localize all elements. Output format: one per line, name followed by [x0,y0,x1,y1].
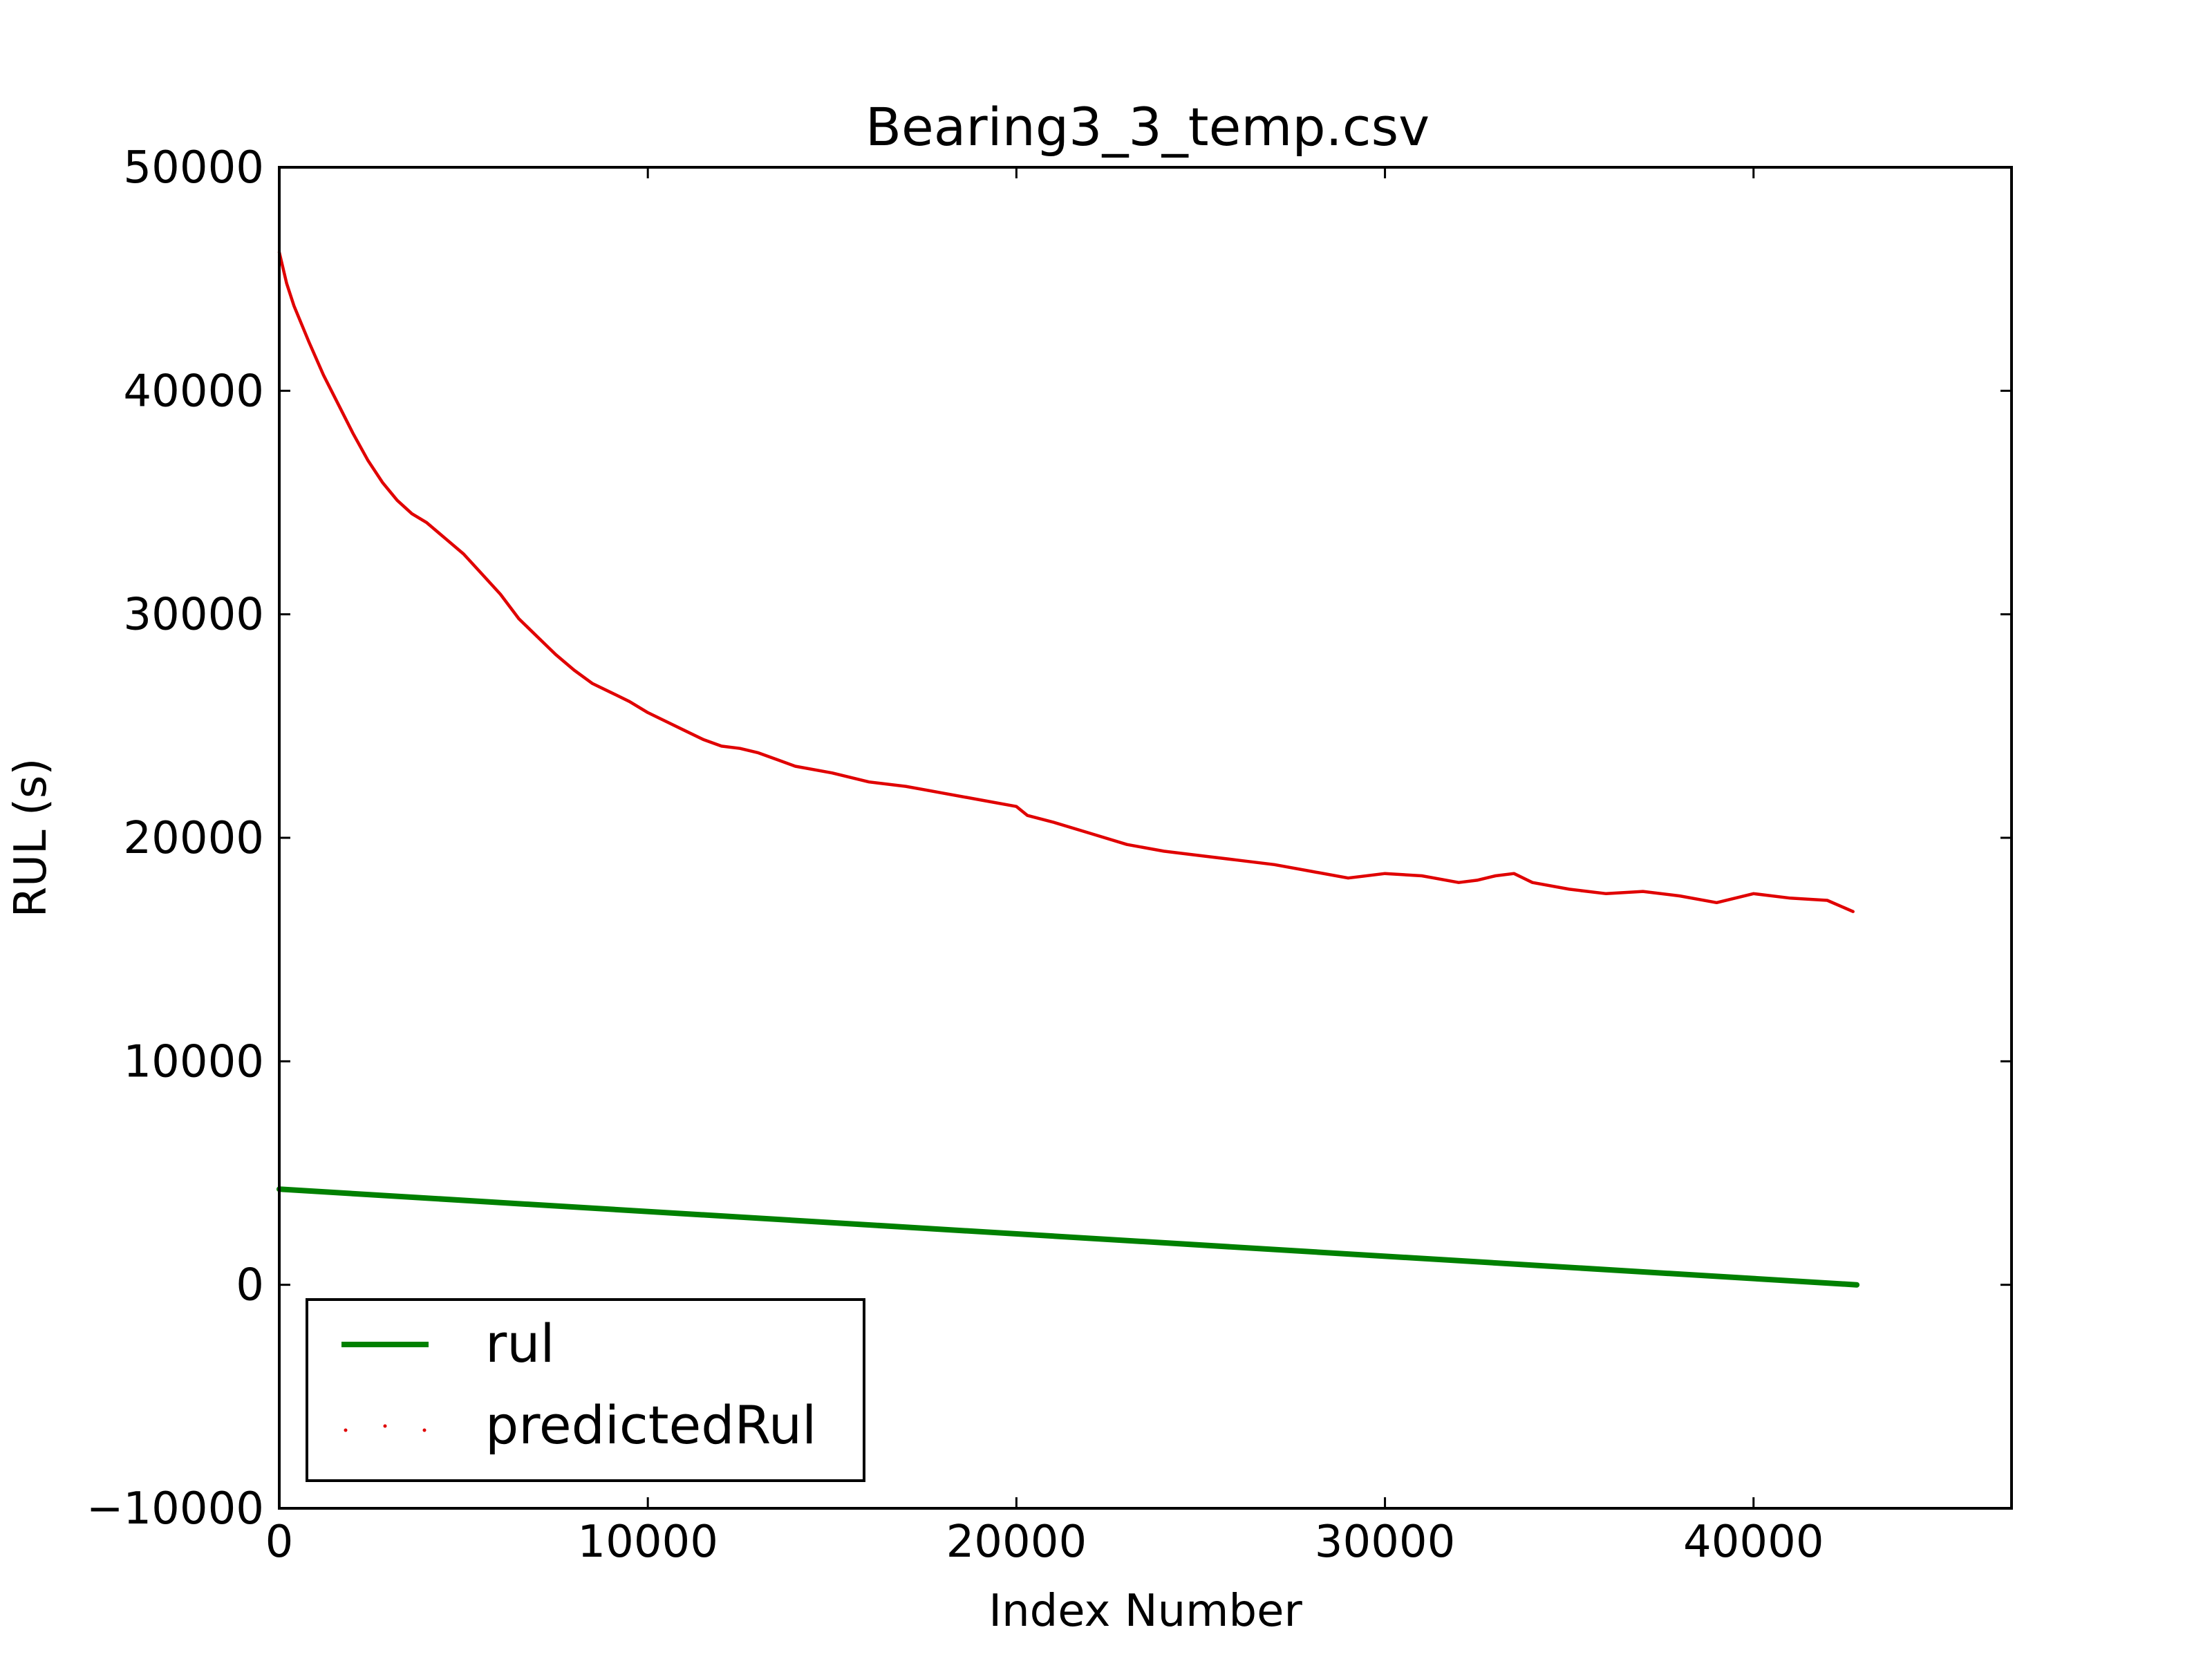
series-line-predictedrul [277,250,1855,913]
legend-predictedrul-dot [344,1428,348,1432]
y-axis-label: RUL (s) [6,758,57,918]
chart-title: Bearing3_3_temp.csv [865,96,1430,158]
legend-predictedrul-dot [422,1428,427,1432]
y-tick-label: 20000 [123,813,264,864]
x-tick-labels: 0 10000 20000 30000 40000 [265,1517,1824,1568]
y-tick-label: 10000 [123,1036,264,1087]
legend-box [306,1298,865,1482]
x-axis-label: Index Number [988,1586,1302,1637]
x-tick-label: 0 [265,1517,294,1568]
x-tick-label: 10000 [577,1517,718,1568]
x-tick-label: 30000 [1315,1517,1456,1568]
legend-entry-predictedrul: predictedRul [344,1394,816,1456]
y-tick-labels: −10000 0 10000 20000 30000 40000 50000 [86,142,264,1535]
y-tick-label: −10000 [86,1483,264,1535]
x-tick-label: 20000 [946,1517,1087,1568]
legend-predictedrul-dot [383,1424,387,1428]
y-tick-label: 50000 [123,142,264,194]
tick-marks [278,166,2012,1510]
legend: rul predictedRul [306,1298,865,1482]
y-tick-label: 0 [236,1260,264,1311]
legend-predictedrul-label: predictedRul [485,1394,816,1456]
y-tick-label: 30000 [123,590,264,641]
legend-rul-label: rul [485,1313,555,1374]
x-tick-label: 40000 [1683,1517,1824,1568]
y-tick-label: 40000 [123,366,264,417]
legend-entry-rul: rul [341,1313,555,1374]
series-line-rul [276,1186,1860,1288]
plot-series [276,250,1860,1288]
